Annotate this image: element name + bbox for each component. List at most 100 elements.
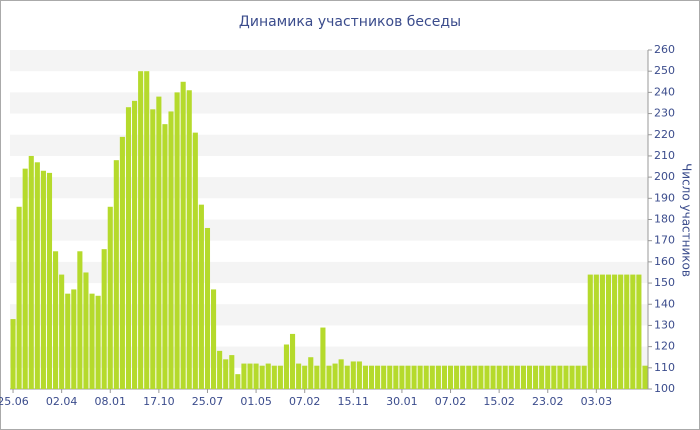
bar [229,355,235,389]
bar [314,365,320,389]
grid-band [10,177,648,199]
x-tick-label: 15.11 [338,395,370,408]
bar [138,71,144,389]
bar [132,100,138,389]
y-tick-label: 190 [654,191,675,204]
bar [460,365,466,389]
x-tick-label: 01.05 [240,395,272,408]
bar [180,81,186,389]
bar [569,365,575,389]
bar [119,136,125,389]
bar [478,365,484,389]
bar [101,249,107,389]
bar [624,274,630,389]
bar [259,365,265,389]
bar [40,170,46,389]
bar [466,365,472,389]
bar [71,289,77,389]
bar [502,365,508,389]
bar [283,344,290,389]
bar [435,365,441,389]
x-tick-label: 02.04 [46,395,78,408]
bar [302,365,308,389]
bar [429,365,435,389]
bar [375,365,381,389]
bar [454,365,460,389]
bar [28,155,34,389]
y-tick-label: 200 [654,170,675,183]
bar [277,365,283,389]
grid-band [10,92,648,114]
bar [53,251,59,389]
bar [545,365,551,389]
bar [575,365,581,389]
bar [326,365,332,389]
grid-band [10,134,648,156]
y-tick-label: 160 [654,255,675,268]
bar [344,365,350,389]
bar [95,295,101,389]
bar [356,361,362,389]
bar [496,365,502,389]
bar [65,293,71,389]
bar [630,274,636,389]
bar [162,124,168,389]
y-tick-label: 120 [654,340,675,353]
bar [174,92,180,389]
y-tick-label: 130 [654,318,675,331]
bar [16,206,22,389]
x-tick-label: 23.02 [532,395,564,408]
bar [320,327,326,389]
grid-band [10,50,648,72]
bar [642,365,648,389]
bar [587,274,593,389]
bar [405,365,411,389]
chart-title: Динамика участников беседы [239,14,461,30]
y-tick-label: 260 [654,43,675,56]
bar [332,363,338,389]
bar [557,365,563,389]
bar [399,365,405,389]
bar [338,359,344,389]
y-axis-label: Число участников [680,163,694,277]
bar [520,365,526,389]
y-tick-label: 220 [654,128,675,141]
bar [533,365,539,389]
bar [22,168,28,389]
y-tick-label: 180 [654,213,675,226]
bar [563,365,569,389]
bar [34,162,40,389]
y-tick-label: 210 [654,149,675,162]
bar [417,365,423,389]
bar [107,206,113,389]
bar [447,365,454,389]
bar [296,363,302,389]
bar [612,274,618,389]
bar [156,96,162,390]
bar [186,90,192,389]
bar [235,374,241,389]
y-tick-label: 140 [654,297,675,310]
x-tick-label: 03.03 [581,395,613,408]
bar [83,272,89,389]
bar [599,274,605,389]
bar [472,365,478,389]
bar [204,227,211,389]
y-tick-label: 230 [654,107,675,120]
bar [411,365,417,389]
bar [593,274,599,389]
bar [89,293,95,389]
bar [217,350,223,389]
y-tick-label: 240 [654,85,675,98]
bar [362,365,369,389]
bar [253,363,259,389]
bar [381,365,387,389]
x-tick-label: 07.02 [435,395,467,408]
bar [618,274,624,389]
bar [441,365,447,389]
bar [241,363,247,389]
bar [211,289,217,389]
bar [125,107,132,390]
bar [265,363,271,389]
x-tick-label: 25.06 [0,395,29,408]
